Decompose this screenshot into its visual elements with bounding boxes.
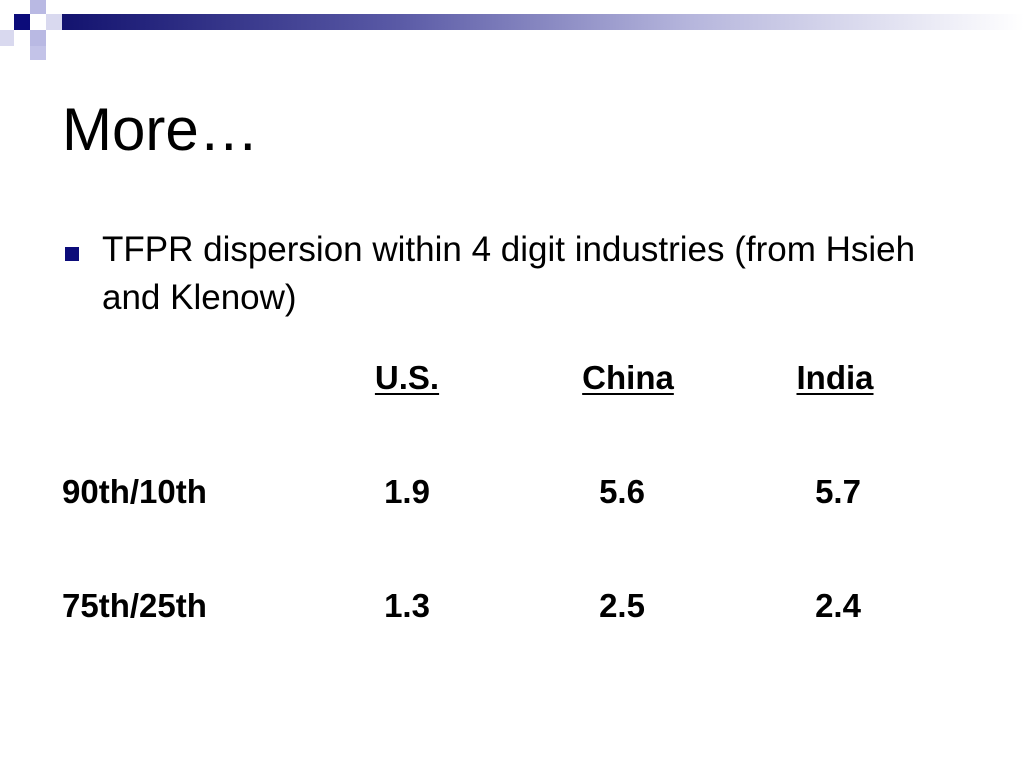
header-decoration-square xyxy=(0,30,14,46)
column-header-china: China xyxy=(582,359,674,396)
slide-title: More… xyxy=(62,96,259,163)
header-decoration-square xyxy=(30,0,46,14)
row-label: 75th/25th xyxy=(62,587,207,624)
header-decoration-square xyxy=(30,30,46,46)
header-decoration-square xyxy=(30,46,46,60)
table-cell: 2.5 xyxy=(599,587,645,624)
square-bullet-icon xyxy=(65,247,79,261)
header-decoration-square xyxy=(46,14,62,30)
header-decoration-square xyxy=(14,14,30,30)
table-cell: 1.9 xyxy=(384,473,430,510)
table-cell: 5.6 xyxy=(599,473,645,510)
column-header-us: U.S. xyxy=(374,359,440,396)
table-cell: 5.7 xyxy=(815,473,861,510)
column-header-india: India xyxy=(796,359,874,396)
table-cell: 1.3 xyxy=(384,587,430,624)
bullet-text: TFPR dispersion within 4 digit industrie… xyxy=(102,230,916,317)
header-gradient-bar xyxy=(62,14,1024,30)
table-cell: 2.4 xyxy=(815,587,861,624)
row-label: 90th/10th xyxy=(62,473,207,510)
